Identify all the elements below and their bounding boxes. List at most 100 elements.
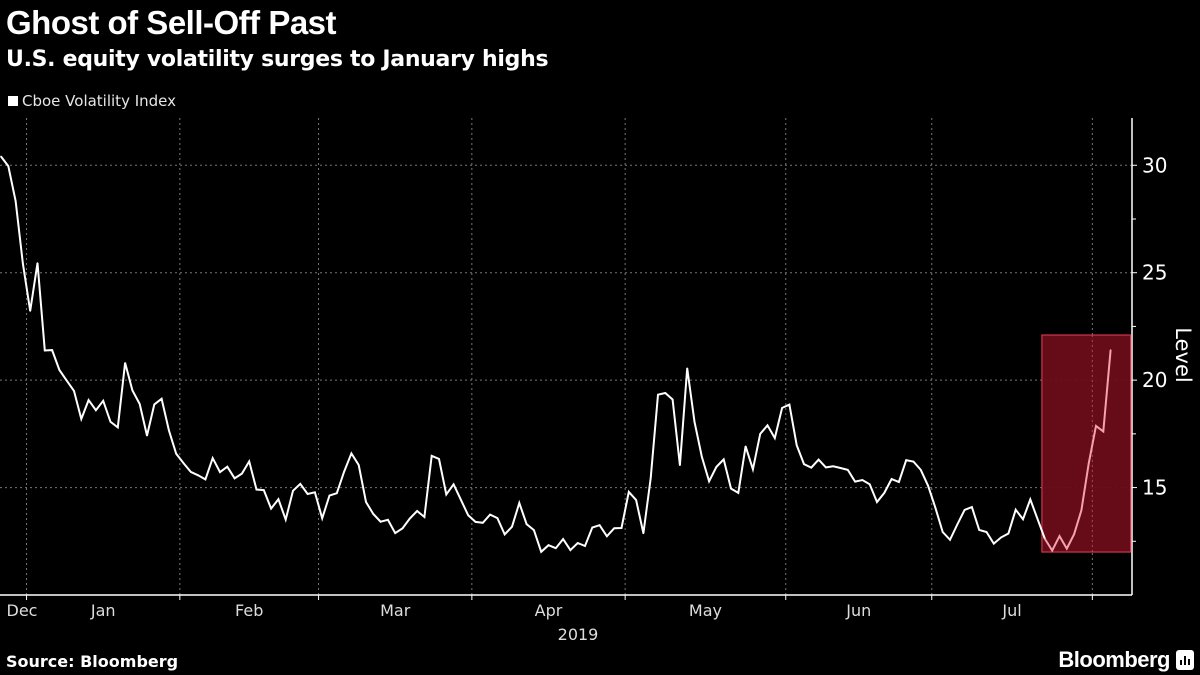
data-point [190, 471, 192, 473]
data-point [708, 480, 710, 483]
data-point [65, 379, 68, 382]
data-point [591, 526, 594, 529]
data-point [810, 466, 813, 469]
data-point [598, 524, 601, 526]
data-point [387, 518, 389, 521]
data-point [124, 362, 126, 364]
data-point [299, 483, 302, 485]
data-point [0, 155, 2, 158]
data-point [890, 478, 893, 480]
data-point [752, 468, 754, 471]
source-note: Source: Bloomberg [6, 652, 179, 671]
data-point [927, 485, 929, 487]
x-axis-year-label: 2019 [558, 625, 599, 644]
data-point [14, 200, 17, 202]
data-point [22, 262, 24, 265]
data-point [803, 463, 805, 465]
data-point [175, 453, 177, 455]
data-point [306, 493, 309, 495]
data-point [204, 478, 207, 481]
data-point [963, 509, 966, 511]
data-point [956, 523, 959, 526]
data-point [284, 518, 287, 521]
data-point [350, 452, 353, 455]
data-point [248, 460, 250, 463]
data-point [1044, 538, 1046, 540]
data-point [547, 544, 550, 546]
data-point [314, 491, 316, 494]
x-tick-label-mar: Mar [380, 601, 411, 620]
data-point [671, 398, 674, 401]
data-point [226, 465, 229, 468]
data-point [620, 527, 623, 529]
data-point [518, 502, 521, 504]
data-point [941, 531, 944, 533]
data-point [788, 403, 791, 406]
data-point [898, 481, 900, 483]
x-tick-label-jun: Jun [845, 601, 871, 620]
data-point [233, 477, 236, 480]
legend-swatch [8, 96, 18, 106]
chart-subtitle: U.S. equity volatility surges to January… [6, 47, 549, 72]
x-tick-label-apr: Apr [535, 601, 563, 620]
data-point [372, 513, 375, 515]
data-point [774, 437, 776, 439]
data-point [744, 445, 747, 448]
data-point [1058, 535, 1061, 537]
data-point [657, 393, 659, 396]
data-point [817, 458, 820, 461]
data-point [503, 533, 506, 536]
data-point [467, 514, 470, 517]
data-point [117, 426, 119, 429]
data-point [868, 483, 871, 486]
data-point [292, 489, 294, 492]
data-point [861, 479, 864, 481]
data-point [489, 513, 491, 516]
data-point [255, 488, 258, 491]
x-tick-label-dec: Dec [7, 601, 38, 620]
logo-text: Bloomberg [1058, 647, 1170, 672]
data-point [7, 165, 10, 167]
data-point [781, 407, 783, 409]
data-point [949, 538, 951, 541]
data-point [730, 487, 732, 490]
data-point [146, 434, 148, 437]
y-tick-label: 20 [1142, 368, 1167, 392]
legend-label: Cboe Volatility Index [22, 92, 177, 110]
data-point [737, 492, 740, 494]
data-point [562, 538, 564, 540]
data-point [584, 545, 586, 547]
data-point [1000, 536, 1002, 539]
data-point [73, 390, 75, 392]
data-point [766, 424, 769, 427]
data-point [1102, 430, 1105, 433]
data-point [642, 532, 645, 535]
data-point [576, 542, 579, 544]
data-point [357, 464, 360, 466]
data-point [445, 493, 448, 496]
data-point [430, 454, 433, 457]
data-point [211, 457, 214, 459]
data-point [832, 465, 834, 468]
y-tick-label: 15 [1142, 476, 1167, 500]
data-point [409, 517, 411, 520]
data-point [569, 549, 572, 551]
data-point [138, 403, 141, 405]
data-point [160, 398, 163, 400]
data-point [1087, 462, 1090, 465]
data-point [722, 458, 725, 461]
data-point [51, 349, 53, 351]
data-point [1022, 518, 1024, 520]
y-axis-label: Level [1171, 327, 1195, 382]
data-point [416, 510, 418, 512]
data-point [934, 506, 937, 509]
data-point [795, 444, 798, 447]
data-point [131, 389, 134, 392]
data-point [102, 399, 104, 402]
highlight-box [1041, 334, 1132, 553]
series-line-cboe-volatility-index [0, 155, 1046, 554]
data-point [80, 418, 83, 420]
data-point [343, 470, 345, 473]
data-point [825, 466, 827, 469]
